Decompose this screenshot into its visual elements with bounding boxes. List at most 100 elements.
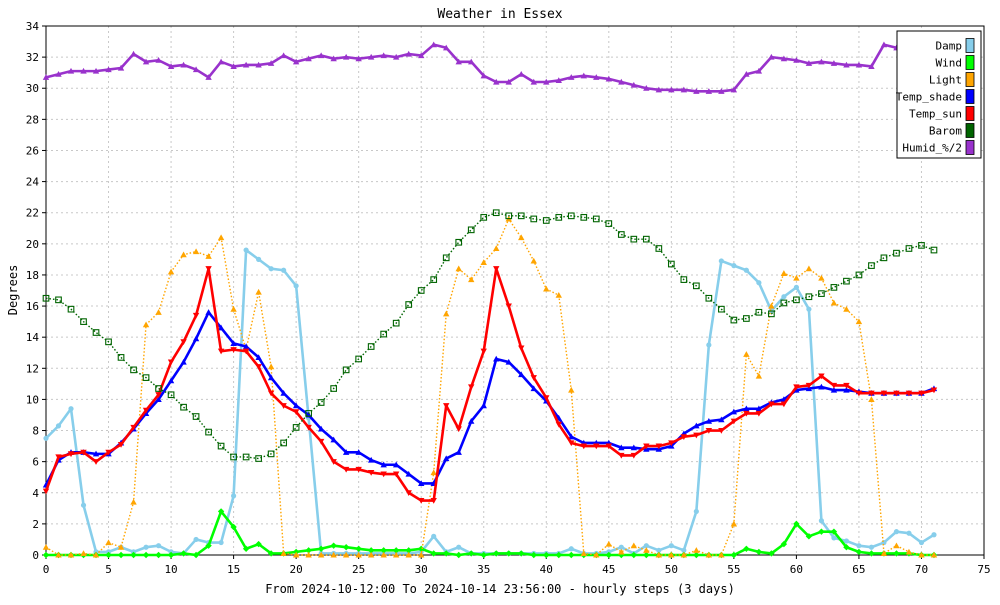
data-point-wind: [805, 533, 813, 540]
data-point-wind: [330, 542, 337, 549]
data-point-light: [342, 551, 350, 558]
data-point-temp-sun: [905, 390, 913, 397]
data-point-barom: [405, 301, 413, 308]
data-point-damp: [868, 544, 875, 550]
data-point-light: [793, 274, 800, 281]
data-point-light: [543, 285, 550, 292]
data-point-wind: [305, 547, 312, 554]
data-point-wind: [743, 545, 750, 552]
data-point-barom: [230, 453, 237, 461]
data-point-humid-2: [155, 57, 162, 63]
data-point-humid-2: [167, 63, 175, 70]
data-point-light: [880, 550, 888, 557]
data-point-barom: [868, 262, 875, 269]
data-point-barom: [455, 238, 463, 246]
y-tick-label: 30: [26, 82, 39, 95]
data-point-barom: [505, 212, 513, 220]
data-point-barom: [417, 287, 425, 294]
data-point-light: [280, 550, 287, 557]
data-point-temp-shade: [843, 386, 850, 393]
data-point-temp-sun: [317, 438, 325, 445]
data-point-barom: [918, 242, 925, 249]
x-tick-label: 10: [164, 563, 177, 576]
data-point-humid-2: [367, 53, 375, 60]
legend-swatch-damp: [965, 38, 975, 53]
legend-label-temp-shade: Temp_shade: [896, 91, 962, 104]
data-point-wind: [155, 551, 162, 559]
data-point-temp-shade: [480, 402, 487, 409]
data-point-temp-shade: [342, 449, 350, 455]
data-point-light: [755, 372, 763, 379]
data-point-barom: [893, 249, 900, 257]
y-tick-label: 24: [26, 176, 40, 189]
data-point-wind: [342, 544, 350, 551]
plot-frame: [45, 25, 985, 556]
data-point-light: [130, 498, 137, 505]
data-point-wind: [105, 551, 112, 559]
data-point-light: [405, 551, 412, 558]
data-point-barom: [330, 385, 338, 392]
data-point-wind: [518, 550, 525, 557]
data-point-barom: [793, 296, 800, 304]
data-point-barom: [705, 294, 713, 302]
legend: Damp Wind Light Temp_shade Temp_sun Barom Humi…: [896, 30, 982, 159]
data-point-temp-shade: [355, 449, 362, 455]
data-point-damp: [143, 544, 149, 550]
data-point-wind: [192, 551, 200, 559]
x-tick-label: 40: [540, 563, 553, 576]
data-point-humid-2: [705, 88, 713, 94]
data-point-humid-2: [680, 86, 688, 93]
data-point-barom: [242, 453, 250, 461]
data-point-humid-2: [355, 55, 362, 62]
data-point-temp-sun: [818, 373, 825, 380]
data-point-temp-sun: [718, 427, 725, 434]
data-point-humid-2: [643, 85, 650, 91]
data-point-temp-shade: [330, 436, 337, 443]
data-point-humid-2: [55, 71, 62, 77]
data-point-barom: [142, 374, 150, 381]
data-point-temp-shade: [493, 355, 500, 362]
data-point-temp-shade: [205, 309, 212, 315]
y-tick-label: 22: [26, 207, 39, 220]
data-point-barom: [880, 254, 888, 262]
data-point-temp-sun: [380, 471, 387, 478]
data-point-damp: [155, 543, 162, 549]
data-point-humid-2: [42, 74, 50, 80]
data-point-wind: [180, 550, 187, 557]
data-point-temp-sun: [142, 407, 150, 414]
data-point-temp-sun: [793, 384, 800, 391]
data-point-humid-2: [755, 67, 763, 74]
data-point-barom: [768, 310, 775, 318]
data-point-temp-shade: [568, 433, 575, 440]
data-point-temp-sun: [105, 449, 112, 456]
data-point-light: [893, 542, 900, 549]
data-point-barom: [105, 338, 112, 346]
legend-swatch-light: [965, 72, 975, 87]
data-point-wind: [843, 544, 850, 551]
data-point-temp-sun: [305, 424, 312, 431]
data-point-light: [743, 351, 750, 357]
data-point-damp: [831, 535, 837, 541]
data-point-damp: [893, 529, 900, 535]
data-point-temp-sun: [355, 466, 362, 473]
data-point-temp-sun: [480, 348, 487, 355]
data-point-temp-shade: [730, 408, 738, 415]
data-point-light: [455, 265, 462, 272]
data-point-humid-2: [418, 52, 425, 59]
data-point-temp-sun: [367, 469, 375, 476]
data-point-wind: [217, 508, 225, 515]
data-point-wind: [392, 547, 400, 554]
data-point-barom: [805, 293, 813, 301]
data-point-wind: [468, 550, 475, 557]
data-point-light: [230, 305, 237, 312]
data-point-damp: [806, 306, 812, 312]
data-point-light: [705, 551, 713, 558]
data-point-humid-2: [130, 50, 137, 57]
data-point-humid-2: [380, 52, 387, 59]
data-point-light: [668, 551, 675, 558]
data-point-humid-2: [330, 55, 337, 62]
x-tick-label: 25: [352, 563, 365, 576]
series-line-temp-sun: [44, 267, 935, 502]
data-point-humid-2: [555, 77, 562, 84]
data-point-humid-2: [593, 74, 600, 80]
